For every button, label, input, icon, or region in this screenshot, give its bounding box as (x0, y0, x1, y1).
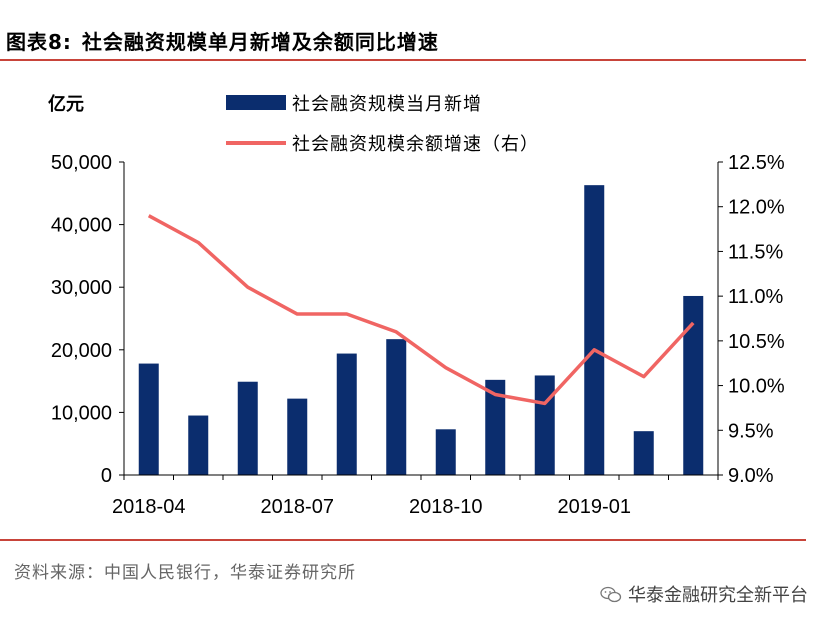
y-right-tick-label: 10.0% (728, 376, 785, 398)
bar-2018-06 (237, 381, 258, 475)
bar-2018-08 (336, 353, 357, 475)
bar-2018-09 (386, 339, 407, 475)
y-right-tick-label: 11.0% (728, 286, 783, 308)
y-left-tick-label: 40,000 (51, 215, 112, 237)
bar-2018-10 (435, 429, 456, 475)
bar-2018-05 (188, 415, 209, 475)
bar-series (138, 185, 704, 476)
figure-number: 图表8: (6, 30, 72, 54)
bottom-rule (0, 539, 806, 541)
watermark: 华泰金融研究全新平台 (600, 581, 808, 607)
x-tick-label: 2018-04 (112, 496, 185, 518)
y-right-tick-label: 12.5% (728, 152, 785, 174)
y-right-tick-label: 9.5% (728, 420, 774, 442)
bar-2019-02 (633, 431, 654, 475)
bar-2019-03 (683, 295, 704, 475)
legend-label-bar: 社会融资规模当月新增 (292, 94, 482, 115)
x-tick-label: 2019-01 (558, 496, 631, 518)
wechat-icon (600, 586, 622, 603)
source-note: 资料来源：中国人民银行，华泰证券研究所 (14, 563, 356, 583)
y-left-unit: 亿元 (48, 93, 84, 115)
y-right-tick-label: 10.5% (728, 331, 785, 353)
legend-swatch-bar (226, 95, 286, 110)
figure-title-text: 社会融资规模单月新增及余额同比增速 (81, 30, 439, 54)
y-left-tick-label: 0 (101, 465, 112, 487)
y-left-tick-label: 50,000 (51, 152, 112, 174)
bar-2018-12 (534, 375, 555, 475)
legend-label-line: 社会融资规模余额增速（右） (292, 134, 539, 155)
y-right-tick-label: 9.0% (728, 465, 774, 487)
tick-labels: 0 10,000 20,000 30,000 40,000 50,000 9.0% 9.5% 1… (48, 93, 785, 518)
watermark-text: 华泰金融研究全新平台 (628, 585, 808, 606)
x-tick-label: 2018-10 (409, 496, 482, 518)
x-tick-label: 2018-07 (261, 496, 334, 518)
top-rule (0, 59, 806, 61)
bar-2019-01 (584, 185, 605, 476)
y-left-tick-label: 30,000 (51, 277, 112, 299)
chart: 0 10,000 20,000 30,000 40,000 50,000 9.0% 9.5% 1… (48, 93, 785, 518)
bar-2018-04 (138, 363, 159, 475)
y-right-tick-label: 11.5% (728, 241, 783, 263)
y-left-tick-label: 20,000 (51, 340, 112, 362)
figure-title: 图表8: 社会融资规模单月新增及余额同比增速 (6, 26, 439, 55)
axes (119, 161, 723, 480)
y-right-tick-label: 12.0% (728, 197, 785, 219)
bar-2018-07 (287, 398, 308, 475)
line-series (147, 214, 695, 406)
y-left-tick-label: 10,000 (51, 402, 112, 424)
growth-rate-line (147, 214, 695, 406)
bar-2018-11 (485, 379, 506, 475)
